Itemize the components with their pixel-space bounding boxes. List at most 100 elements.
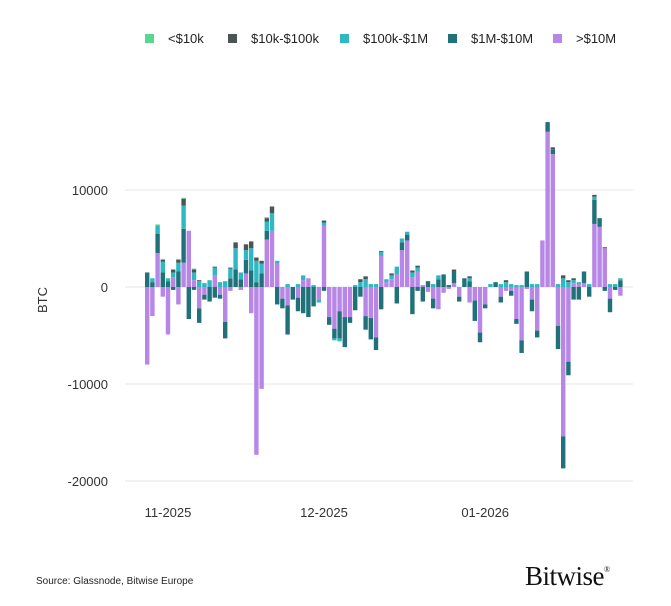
- bar-segment: [602, 248, 607, 287]
- bar-segment: [368, 287, 373, 319]
- bar-segment: [150, 278, 155, 283]
- bar-segment: [295, 284, 301, 287]
- bar-segment: [176, 262, 181, 272]
- bar-segment: [301, 275, 306, 281]
- bar-segment: [321, 287, 327, 291]
- bar-segment: [436, 275, 441, 280]
- legend-swatch: [145, 34, 154, 43]
- bar-segment: [264, 217, 269, 219]
- x-tick-label: 01-2026: [461, 505, 509, 520]
- bar-segment: [405, 231, 410, 235]
- bar-segment: [295, 287, 301, 298]
- bar-segment: [233, 242, 238, 249]
- bar-segment: [415, 271, 420, 287]
- bar-segment: [155, 225, 160, 234]
- bar-segment: [509, 290, 514, 296]
- bar-segment: [607, 284, 613, 287]
- bar-segment: [243, 244, 249, 251]
- bar-segment: [223, 321, 228, 339]
- bar-segment: [425, 287, 431, 292]
- bar-segment: [529, 299, 535, 312]
- legend-label: $100k-$1M: [363, 31, 429, 46]
- bar-segment: [264, 221, 269, 231]
- bar-segment: [290, 287, 295, 300]
- bar-segment: [477, 287, 483, 333]
- bar-segment: [311, 285, 316, 287]
- bar-segment: [597, 218, 602, 227]
- bar-segment: [493, 282, 498, 287]
- bar-segment: [233, 269, 238, 287]
- bar-segment: [509, 287, 514, 291]
- legend-item: $1M-$10M: [448, 31, 533, 46]
- bar-segment: [186, 287, 191, 320]
- bar-segment: [446, 287, 451, 289]
- bar-segment: [254, 256, 259, 258]
- legend-label: $10k-$100k: [251, 31, 319, 46]
- bar-segment: [212, 267, 217, 276]
- bar-segment: [467, 278, 472, 282]
- bar-segment: [571, 280, 576, 284]
- bar-segment: [561, 278, 566, 287]
- bar-segment: [264, 218, 269, 222]
- bar-segment: [212, 266, 217, 268]
- bar-segment: [540, 240, 545, 287]
- bar-segment: [524, 287, 529, 289]
- bar-segment: [576, 284, 581, 287]
- bar-segment: [228, 268, 233, 279]
- bar-segment: [150, 282, 155, 287]
- bar-segment: [171, 277, 176, 287]
- bar-segment: [561, 436, 566, 469]
- bar-segment: [592, 223, 597, 287]
- bar-segment: [415, 287, 420, 291]
- bar-segment: [233, 248, 238, 270]
- bar-segment: [555, 284, 561, 287]
- bar-segment: [259, 287, 264, 389]
- bar-segment: [394, 266, 399, 275]
- bar-segment: [384, 282, 389, 287]
- bar-segment: [353, 287, 358, 311]
- bar-segment: [342, 287, 347, 318]
- bar-segment: [228, 278, 233, 287]
- bar-segment: [160, 261, 165, 273]
- bar-segment: [275, 287, 280, 305]
- bar-segment: [514, 285, 519, 287]
- bar-segment: [160, 258, 165, 260]
- bar-segment: [519, 287, 524, 341]
- bar-segment: [358, 282, 363, 287]
- bar-segment: [160, 287, 165, 297]
- bar-segment: [155, 253, 160, 287]
- bar-segment: [379, 252, 384, 256]
- bar-segment: [181, 262, 186, 287]
- bar-segment: [295, 297, 301, 312]
- bar-segment: [431, 284, 436, 287]
- bar-segment: [410, 272, 415, 278]
- y-axis: 10000 0 -10000 -20000: [68, 183, 108, 489]
- bar-segment: [467, 281, 472, 287]
- bar-segment: [243, 273, 249, 287]
- bar-segment: [249, 287, 254, 314]
- bar-segment: [358, 279, 363, 283]
- legend: <$10k $10k-$100k $100k-$1M $1M-$10M >$10M: [0, 31, 671, 49]
- bar-segment: [503, 280, 509, 283]
- y-tick-label: 0: [101, 280, 108, 295]
- bar-segment: [150, 287, 155, 317]
- bar-segment: [389, 273, 394, 276]
- bar-segment: [368, 318, 373, 340]
- bar-segment: [145, 272, 150, 287]
- bar-segment: [202, 287, 207, 295]
- legend-label: $1M-$10M: [471, 31, 534, 46]
- bar-segment: [217, 282, 223, 287]
- bar-segment: [405, 234, 410, 241]
- bar-segment: [592, 199, 597, 224]
- y-tick-label: 10000: [72, 183, 108, 198]
- legend-item: <$10k: [145, 31, 204, 46]
- bar-segment: [597, 226, 602, 287]
- bar-segment: [535, 287, 540, 331]
- bar-segment: [197, 280, 202, 282]
- bar-segment: [405, 240, 410, 287]
- legend-swatch: [448, 34, 457, 43]
- y-tick-label: -20000: [68, 474, 108, 489]
- bar-segment: [311, 287, 316, 307]
- bar-segment: [191, 287, 197, 290]
